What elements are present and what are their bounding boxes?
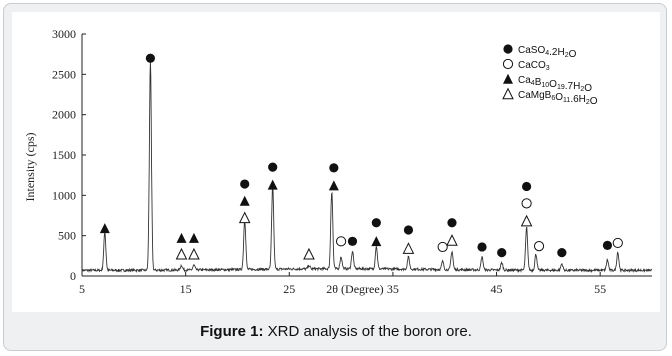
legend-entry-label: CaMgB6O11.6H2O (518, 90, 598, 107)
peak-marker-filled-triangle (176, 232, 187, 243)
peak-marker-filled-circle (447, 218, 457, 228)
y-tick-label: 2000 (52, 108, 76, 122)
peak-marker-filled-triangle (99, 223, 110, 234)
axes: 0 500 1000 1500 2000 2500 3000 5 15 25 35 45 55 (52, 27, 652, 296)
y-axis-label: Intensity (cps) (23, 133, 37, 202)
peak-marker-filled-triangle (371, 236, 382, 247)
peak-marker-filled-triangle (328, 180, 339, 191)
peak-marker-filled-circle (268, 162, 278, 172)
x-tick-label: 45 (491, 282, 503, 296)
xrd-chart: 0 500 1000 1500 2000 2500 3000 5 15 25 35 45 55 CaSO… (23, 27, 653, 296)
peak-marker-open-triangle (238, 211, 251, 224)
peak-marker-filled-circle (240, 179, 250, 189)
peak-marker-open-circle (612, 237, 623, 249)
peak-marker-filled-triangle (239, 195, 250, 206)
legend-marker-open-triangle (502, 87, 514, 100)
legend-marker-filled-triangle (503, 73, 513, 84)
y-tick-label: 500 (58, 229, 76, 243)
legend-entry-label: Ca4B10O19.7H2O (518, 75, 592, 94)
peak-marker-filled-circle (477, 242, 487, 252)
peak-marker-open-triangle (446, 234, 458, 246)
peak-marker-filled-circle (329, 163, 339, 173)
legend-marker-open-circle (502, 58, 514, 70)
peak-marker-open-triangle (188, 247, 200, 260)
xrd-trace (81, 60, 653, 274)
peak-markers (99, 53, 623, 260)
y-tick-label: 1500 (52, 148, 76, 162)
x-tick-label: 35 (387, 282, 399, 296)
peak-marker-filled-triangle (188, 232, 199, 243)
x-axis-label: 2θ (Degree) (326, 282, 383, 296)
peak-marker-open-circle (533, 241, 545, 252)
legend-entry-label: CaSO4.2H2O (518, 45, 577, 60)
y-tick-label: 0 (70, 269, 76, 283)
peak-marker-open-circle (437, 241, 448, 253)
y-tick-label: 2500 (52, 67, 76, 81)
x-tick-label: 55 (594, 282, 606, 296)
figure-frame: 0 500 1000 1500 2000 2500 3000 5 15 25 35 45 55 CaSO… (3, 3, 667, 351)
y-tick-label: 1000 (52, 188, 76, 202)
peak-marker-filled-circle (347, 236, 358, 246)
peak-marker-open-circle (521, 198, 532, 209)
peak-marker-filled-circle (371, 218, 381, 228)
peak-marker-open-triangle (303, 247, 315, 260)
x-tick-label: 15 (180, 282, 192, 296)
peak-marker-open-triangle (520, 214, 533, 227)
peak-marker-filled-circle (497, 248, 507, 258)
peak-marker-filled-triangle (267, 179, 278, 190)
caption-text: XRD analysis of the boron ore. (263, 323, 472, 340)
peak-marker-filled-circle (403, 225, 414, 235)
x-tick-label: 25 (283, 282, 295, 296)
peak-marker-filled-circle (522, 181, 532, 192)
x-tick-label: 5 (79, 282, 85, 296)
figure-caption: Figure 1: XRD analysis of the boron ore. (4, 323, 668, 340)
peak-marker-open-circle (335, 236, 347, 247)
peak-marker-open-triangle (175, 247, 188, 260)
peak-marker-filled-circle (602, 240, 613, 250)
caption-label: Figure 1: (200, 323, 264, 340)
peak-marker-open-triangle (402, 242, 415, 254)
plot-card: 0 500 1000 1500 2000 2500 3000 5 15 25 35 45 55 CaSO… (12, 12, 660, 312)
xrd-series-line (81, 60, 653, 274)
y-tick-label: 3000 (52, 27, 76, 41)
peak-marker-filled-circle (557, 248, 567, 258)
legend-marker-filled-circle (503, 44, 513, 54)
legend-entry-label: CaCO3 (518, 60, 550, 72)
peak-marker-filled-circle (145, 53, 155, 63)
